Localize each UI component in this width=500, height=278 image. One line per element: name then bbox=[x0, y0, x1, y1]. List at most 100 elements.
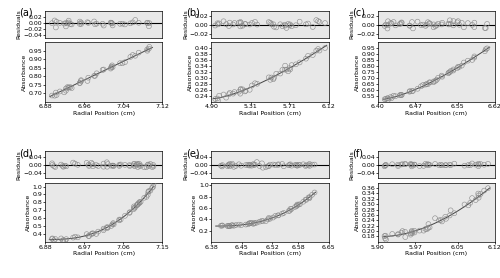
Point bbox=[286, 162, 294, 167]
Point bbox=[248, 221, 256, 225]
Point bbox=[146, 44, 154, 49]
Text: (c): (c) bbox=[352, 8, 365, 18]
Point bbox=[134, 202, 142, 207]
Point bbox=[288, 24, 296, 28]
Point bbox=[434, 76, 442, 80]
Point bbox=[430, 79, 438, 84]
Point bbox=[454, 20, 462, 24]
Point bbox=[300, 200, 308, 204]
Point bbox=[126, 55, 134, 59]
Point bbox=[130, 163, 138, 168]
Point bbox=[224, 164, 232, 168]
Point bbox=[103, 165, 111, 169]
Point bbox=[446, 163, 454, 168]
Point bbox=[300, 162, 308, 167]
Point bbox=[474, 191, 482, 196]
Point bbox=[381, 236, 389, 240]
Point bbox=[438, 73, 446, 78]
Point bbox=[88, 232, 96, 236]
Point bbox=[394, 164, 402, 168]
Point bbox=[50, 238, 58, 242]
Point bbox=[278, 212, 286, 216]
Point bbox=[126, 164, 134, 168]
Point bbox=[464, 58, 472, 63]
Point bbox=[77, 78, 85, 82]
Point bbox=[384, 98, 392, 102]
Point bbox=[394, 162, 402, 167]
Point bbox=[52, 90, 60, 95]
Point bbox=[470, 54, 478, 59]
Point bbox=[450, 23, 458, 28]
Point bbox=[134, 50, 142, 55]
Point bbox=[294, 163, 302, 168]
Point bbox=[321, 21, 329, 25]
Point bbox=[71, 162, 79, 166]
Point bbox=[407, 162, 415, 167]
Point bbox=[302, 164, 310, 168]
Point bbox=[145, 24, 153, 29]
Point bbox=[84, 76, 92, 80]
Point bbox=[76, 81, 84, 85]
Point bbox=[426, 80, 434, 85]
Point bbox=[309, 25, 317, 29]
Point bbox=[430, 25, 438, 29]
Point bbox=[82, 161, 90, 165]
Y-axis label: Residuals: Residuals bbox=[17, 150, 22, 180]
Point bbox=[312, 48, 320, 53]
Point bbox=[61, 163, 69, 168]
Point bbox=[419, 83, 427, 87]
Point bbox=[394, 232, 402, 237]
Point bbox=[77, 22, 85, 26]
Point bbox=[215, 93, 223, 98]
Point bbox=[134, 201, 142, 206]
Point bbox=[62, 237, 70, 241]
Point bbox=[248, 163, 256, 168]
Point bbox=[68, 22, 76, 27]
Point bbox=[454, 66, 462, 70]
Point bbox=[470, 55, 478, 60]
Point bbox=[217, 163, 225, 168]
Point bbox=[410, 229, 418, 233]
X-axis label: Radial Position (cm): Radial Position (cm) bbox=[72, 111, 134, 116]
Point bbox=[60, 165, 68, 169]
Point bbox=[406, 24, 414, 28]
Point bbox=[146, 188, 154, 193]
Point bbox=[253, 220, 261, 225]
Point bbox=[423, 227, 431, 232]
Point bbox=[118, 61, 126, 66]
Point bbox=[408, 231, 416, 235]
Point bbox=[417, 84, 425, 88]
Point bbox=[402, 162, 409, 166]
Point bbox=[64, 85, 72, 90]
Point bbox=[281, 23, 289, 28]
Point bbox=[246, 88, 254, 92]
Point bbox=[460, 163, 468, 168]
Point bbox=[396, 22, 404, 26]
Point bbox=[409, 89, 417, 93]
Point bbox=[100, 226, 108, 231]
Point bbox=[435, 163, 443, 168]
Point bbox=[228, 223, 236, 227]
Point bbox=[84, 163, 92, 167]
Point bbox=[276, 71, 284, 76]
Point bbox=[126, 210, 134, 214]
Point bbox=[56, 89, 64, 94]
Point bbox=[66, 22, 74, 26]
Point bbox=[116, 217, 124, 222]
Point bbox=[296, 19, 304, 24]
Point bbox=[253, 160, 261, 164]
Point bbox=[310, 162, 318, 167]
Point bbox=[69, 160, 77, 165]
Point bbox=[74, 163, 82, 167]
Point bbox=[422, 162, 430, 166]
Point bbox=[314, 19, 322, 23]
X-axis label: Radial Position (cm): Radial Position (cm) bbox=[239, 251, 301, 256]
Point bbox=[144, 162, 152, 167]
Point bbox=[398, 162, 406, 167]
Point bbox=[251, 162, 259, 167]
Point bbox=[426, 21, 434, 26]
Point bbox=[76, 19, 84, 24]
Point bbox=[118, 21, 126, 26]
Point bbox=[398, 93, 406, 97]
Point bbox=[52, 25, 60, 30]
